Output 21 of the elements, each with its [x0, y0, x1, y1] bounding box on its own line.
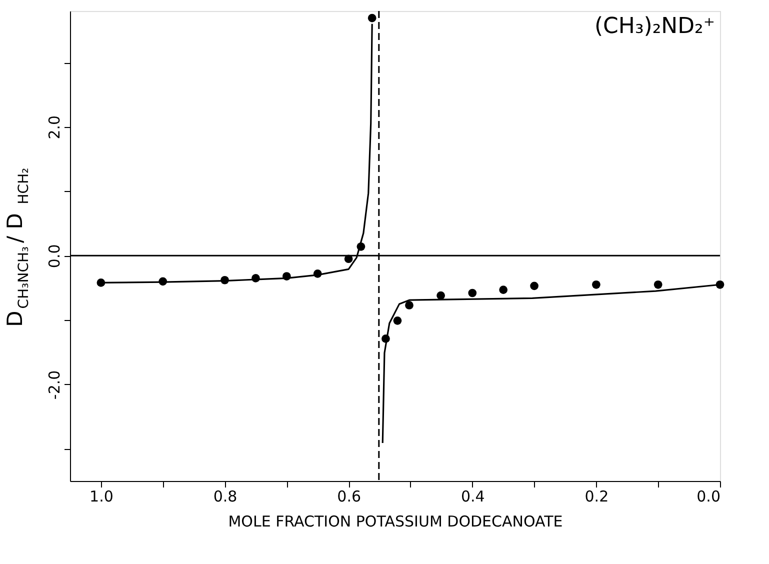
x-tick-label: 0.0	[696, 488, 720, 506]
point	[499, 286, 508, 294]
point	[654, 280, 662, 289]
x-tick-label: 1.0	[90, 488, 114, 506]
point	[393, 316, 402, 325]
y-tick-label: 0.0	[46, 244, 64, 268]
point	[368, 14, 376, 22]
x-tick-label: 0.2	[584, 488, 609, 506]
y-tick-label: 2.0	[46, 115, 64, 140]
x-tick-label: 0.4	[460, 488, 485, 506]
y-axis-title: DCH₃NCH₃ / DHCH₂	[3, 168, 32, 327]
annotation: (CH₃)₂ND₂⁺	[594, 14, 715, 39]
point	[468, 288, 477, 298]
point	[405, 301, 414, 310]
point	[592, 280, 600, 289]
y-tick-label: -2.0	[46, 370, 64, 400]
point	[530, 282, 538, 290]
x-tick-label: 0.8	[213, 488, 238, 506]
x-tick-label: 0.6	[337, 488, 361, 506]
x-axis-title: MOLE FRACTION POTASSIUM DODECANOATE	[228, 512, 563, 530]
point	[436, 291, 445, 300]
